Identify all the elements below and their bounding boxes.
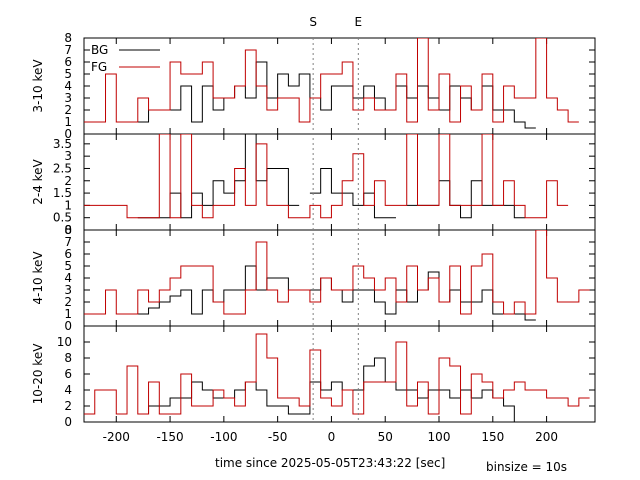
y-tick-label: 4 xyxy=(64,79,72,93)
x-tick-label: -200 xyxy=(103,430,130,444)
y-tick-label: 1 xyxy=(64,307,72,321)
y-tick-label: 5 xyxy=(64,67,72,81)
y-tick-label: 0 xyxy=(64,223,72,237)
y-tick-label: 2 xyxy=(64,399,72,413)
panel-4: 0 2 4 6 8 10 10-20 keV xyxy=(31,325,596,429)
x-tick-label: 200 xyxy=(535,430,558,444)
y-axis-label: 3-10 keV xyxy=(31,59,45,113)
y-tick-label: 1 xyxy=(64,198,72,212)
y-tick-label: 3 xyxy=(64,91,72,105)
x-tick-label: 100 xyxy=(428,430,451,444)
panel-frame xyxy=(83,325,596,423)
y-tick-label: 0 xyxy=(64,127,72,141)
marker-label-e: E xyxy=(355,15,363,29)
y-tick-label: 5 xyxy=(64,259,72,273)
legend-label-fg: FG xyxy=(91,60,107,74)
series-bg xyxy=(137,357,526,422)
series-fg xyxy=(84,230,590,315)
y-tick-label: 1 xyxy=(64,115,72,129)
y-tick-label: 0 xyxy=(64,319,72,333)
x-axis-label: time since 2025-05-05T23:43:22 [sec] xyxy=(215,456,446,470)
binsize-label: binsize = 10s xyxy=(486,460,568,474)
y-tick-label: 0.5 xyxy=(53,211,72,225)
y-tick-label: 6 xyxy=(64,247,72,261)
x-tick-label: 150 xyxy=(481,430,504,444)
y-tick-label: 8 xyxy=(64,351,72,365)
y-tick-label: 6 xyxy=(64,367,72,381)
series-bg xyxy=(137,61,536,129)
series-fg xyxy=(84,134,569,219)
x-tick-label: 0 xyxy=(328,430,336,444)
panel-2: 00.511.522.533.5 2-4 keV xyxy=(31,133,596,237)
y-tick-label: 2 xyxy=(64,103,72,117)
y-tick-label: 3 xyxy=(64,283,72,297)
y-tick-label: 8 xyxy=(64,223,72,237)
y-tick-label: 10 xyxy=(57,335,72,349)
series-bg xyxy=(137,265,536,321)
x-tick-label: -50 xyxy=(268,430,288,444)
y-tick-label: 7 xyxy=(64,43,72,57)
x-tick-label: -100 xyxy=(210,430,237,444)
y-axis-label: 4-10 keV xyxy=(31,251,45,305)
panel-frame xyxy=(83,133,596,231)
series-fg xyxy=(84,333,590,415)
panel-frame xyxy=(83,229,596,327)
y-tick-label: 2.5 xyxy=(53,161,72,175)
y-tick-label: 1.5 xyxy=(53,186,72,200)
y-tick-label: 8 xyxy=(64,31,72,45)
x-tick-label: 50 xyxy=(378,430,393,444)
y-axis-label: 10-20 keV xyxy=(31,343,45,405)
y-tick-label: 2 xyxy=(64,295,72,309)
x-tick-labels: -200 -150 -100 -50 0 50 100 150 200 xyxy=(103,430,558,444)
y-tick-label: 6 xyxy=(64,55,72,69)
y-tick-label: 7 xyxy=(64,235,72,249)
marker-label-s: S xyxy=(309,15,317,29)
y-tick-label: 3.5 xyxy=(53,137,72,151)
legend-label-bg: BG xyxy=(91,43,108,57)
y-tick-label: 2 xyxy=(64,174,72,188)
y-tick-label: 3 xyxy=(64,149,72,163)
x-tick-label: -150 xyxy=(156,430,183,444)
y-axis-label: 2-4 keV xyxy=(31,158,45,204)
y-tick-label: 4 xyxy=(64,383,72,397)
series-fg xyxy=(84,38,579,123)
y-tick-label: 0 xyxy=(64,415,72,429)
y-tick-label: 4 xyxy=(64,271,72,285)
